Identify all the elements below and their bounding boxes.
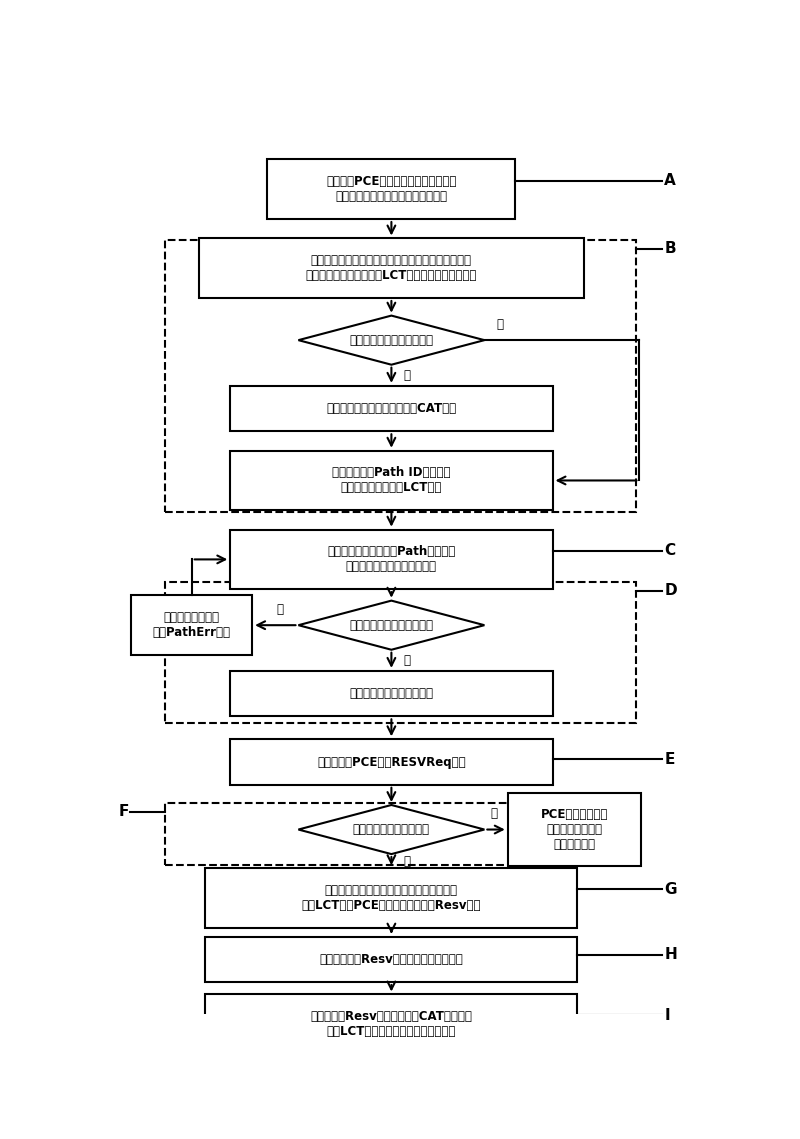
Text: H: H — [664, 948, 677, 962]
Text: 光路可用波长集是否为空？: 光路可用波长集是否为空？ — [350, 618, 434, 632]
Text: 否: 否 — [496, 318, 503, 330]
Text: I: I — [664, 1008, 670, 1023]
Text: 目的节点向PCE发送RESVReq消息: 目的节点向PCE发送RESVReq消息 — [317, 755, 466, 769]
Text: A: A — [664, 173, 676, 188]
Text: 源节点向目的节点发送Path消息，得
到新建光路的光路可用波长集: 源节点向目的节点发送Path消息，得 到新建光路的光路可用波长集 — [327, 546, 455, 573]
Text: 是: 是 — [403, 854, 410, 868]
Text: 否: 否 — [490, 808, 498, 820]
Polygon shape — [298, 600, 485, 649]
FancyBboxPatch shape — [206, 994, 578, 1054]
Text: 将新建光路的Path ID及其所包
含的链路信息保存到LCT表中: 将新建光路的Path ID及其所包 含的链路信息保存到LCT表中 — [332, 467, 450, 494]
Text: 否: 否 — [403, 654, 410, 666]
FancyBboxPatch shape — [199, 238, 584, 298]
FancyBboxPatch shape — [230, 530, 553, 589]
Polygon shape — [298, 805, 485, 854]
Text: 中间节点收到Resv消息后，进行资源预留: 中间节点收到Resv消息后，进行资源预留 — [319, 953, 463, 966]
FancyBboxPatch shape — [230, 451, 553, 510]
Text: 是: 是 — [276, 603, 283, 616]
Text: F: F — [118, 804, 129, 819]
Text: 是: 是 — [403, 369, 410, 382]
Text: 目的节点向源节点
发送PathErr消息: 目的节点向源节点 发送PathErr消息 — [153, 612, 230, 639]
Polygon shape — [298, 316, 485, 364]
Text: E: E — [664, 752, 674, 767]
FancyBboxPatch shape — [267, 159, 515, 219]
Text: 将已有光路的相关信息保存至CAT表中: 将已有光路的相关信息保存至CAT表中 — [326, 402, 457, 415]
FancyBboxPatch shape — [206, 868, 578, 928]
Text: 源节点收到Resv消息后，删除CAT表，并且
删除LCT表中对应新建光路的相关信息: 源节点收到Resv消息后，删除CAT表，并且 删除LCT表中对应新建光路的相关信… — [310, 1010, 472, 1039]
FancyBboxPatch shape — [206, 936, 578, 982]
Text: 将当前预留波长作为新建光路的选中波长保
存到LCT中，PCE通知目的节点发送Resv消息: 将当前预留波长作为新建光路的选中波长保 存到LCT中，PCE通知目的节点发送Re… — [302, 884, 481, 912]
Text: PCE通知目的节点
选择一个新的波长
作为预留波长: PCE通知目的节点 选择一个新的波长 作为预留波长 — [541, 808, 608, 851]
FancyBboxPatch shape — [131, 596, 252, 655]
Text: 源节点向PCE发送路径计算请求，请求
建立从源节点到目的节点的新建光路: 源节点向PCE发送路径计算请求，请求 建立从源节点到目的节点的新建光路 — [326, 175, 457, 203]
Text: 当前预留波长是否可用？: 当前预留波长是否可用？ — [353, 823, 430, 836]
Text: 计算得到对应新建光路的显式路由并发送给源节点，
将新建光路的链路信息与LCT表中已有光路依次对比: 计算得到对应新建光路的显式路由并发送给源节点， 将新建光路的链路信息与LCT表中… — [306, 254, 477, 282]
Text: B: B — [664, 241, 676, 256]
Text: C: C — [664, 543, 675, 558]
FancyBboxPatch shape — [230, 386, 553, 432]
Text: 两者是否包含相同的链路？: 两者是否包含相同的链路？ — [350, 334, 434, 346]
FancyBboxPatch shape — [230, 739, 553, 785]
Text: 选择一个波长作为预留波长: 选择一个波长作为预留波长 — [350, 687, 434, 700]
FancyBboxPatch shape — [230, 671, 553, 716]
Text: G: G — [664, 882, 677, 896]
Text: D: D — [664, 583, 677, 598]
FancyBboxPatch shape — [508, 793, 641, 866]
